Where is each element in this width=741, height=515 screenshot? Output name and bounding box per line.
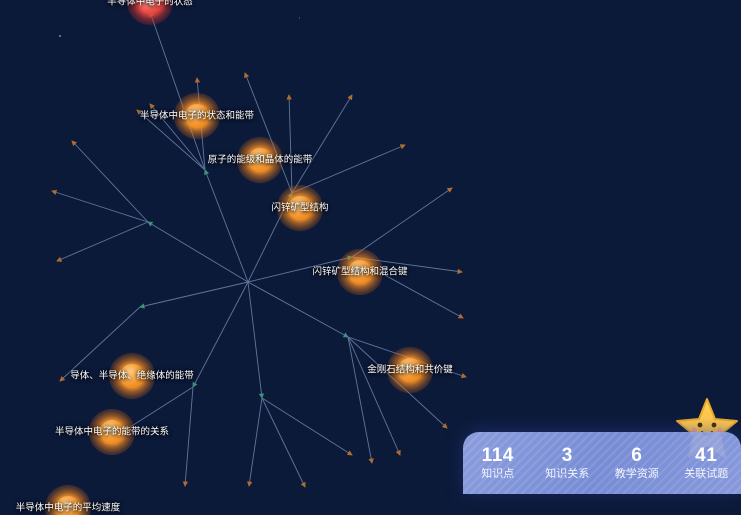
graph-node-point[interactable]: 导体、半导体、绝缘体的能带 bbox=[70, 353, 194, 399]
graph-node-point[interactable]: 原子的能级和晶体的能带 bbox=[208, 137, 312, 183]
stat-item-knowledge-relations[interactable]: 3 知识关系 bbox=[533, 445, 603, 482]
stat-item-teaching-resources[interactable]: 6 教学资源 bbox=[602, 445, 672, 482]
stat-caption: 知识关系 bbox=[545, 467, 590, 480]
node-core bbox=[288, 196, 312, 220]
stat-value: 6 bbox=[631, 444, 643, 466]
stat-value: 3 bbox=[561, 444, 573, 466]
graph-node-point[interactable]: 半导体中电子的状态 bbox=[107, 0, 193, 25]
graph-node-point[interactable]: 闪锌矿型结构 bbox=[271, 185, 329, 231]
node-core bbox=[248, 148, 272, 172]
node-core bbox=[185, 104, 209, 128]
stat-item-knowledge-points[interactable]: 114 知识点 bbox=[463, 445, 533, 482]
graph-node-point[interactable]: 半导体中电子的能带的关系 bbox=[55, 409, 169, 455]
node-core bbox=[120, 364, 144, 388]
node-core bbox=[398, 358, 422, 382]
graph-node-point[interactable]: 金刚石结构和共价键 bbox=[367, 347, 453, 393]
stat-item-related-questions[interactable]: 41 关联试题 bbox=[672, 445, 741, 482]
graph-node-point[interactable]: 半导体中电子的平均速度 bbox=[16, 485, 120, 515]
node-core bbox=[348, 260, 372, 284]
graph-node-point[interactable]: 闪锌矿型结构和混合键 bbox=[312, 249, 408, 295]
graph-node-point[interactable]: 半导体中电子的状态和能带 bbox=[140, 93, 254, 139]
stat-caption: 教学资源 bbox=[614, 467, 659, 480]
node-core bbox=[56, 496, 80, 515]
stat-caption: 知识点 bbox=[481, 467, 515, 480]
stat-value: 41 bbox=[695, 444, 718, 466]
node-core bbox=[100, 420, 124, 444]
stat-caption: 关联试题 bbox=[684, 467, 729, 480]
node-core bbox=[138, 0, 162, 14]
stat-value: 114 bbox=[481, 444, 514, 466]
stats-panel: 114 知识点 3 知识关系 6 教学资源 41 关联试题 bbox=[463, 432, 741, 494]
